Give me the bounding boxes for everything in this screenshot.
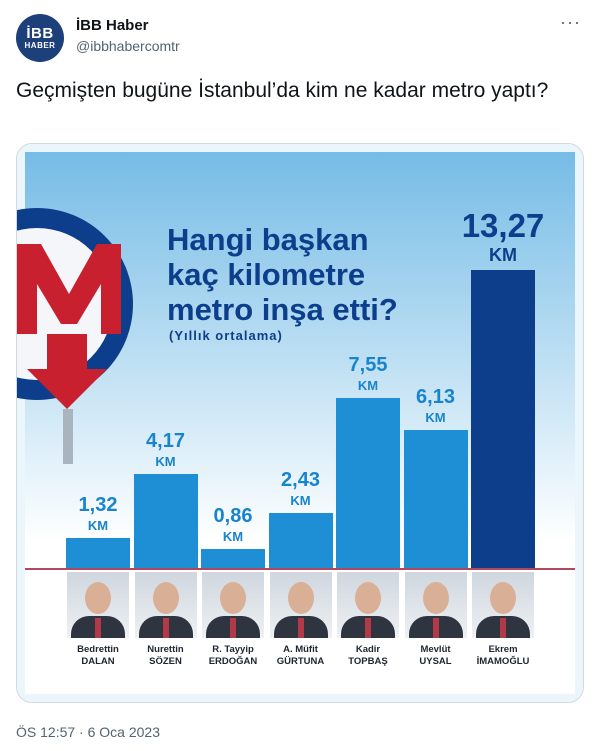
bar-1 bbox=[66, 538, 130, 568]
avatar[interactable]: İBB HABER bbox=[16, 14, 64, 62]
bar-7 bbox=[471, 270, 535, 568]
mayor-name-label-5: Kadir TOPBAŞ bbox=[333, 644, 403, 668]
mayor-last-name: UYSAL bbox=[419, 656, 452, 667]
account-handle[interactable]: @ibbhabercomtr bbox=[76, 38, 180, 54]
account-name[interactable]: İBB Haber bbox=[76, 17, 149, 34]
portrait-tie-shape bbox=[95, 618, 101, 638]
portrait-tie-shape bbox=[297, 618, 304, 638]
bar-2 bbox=[133, 474, 198, 568]
portrait-head-shape bbox=[220, 582, 246, 614]
avatar-logo-text: İBB bbox=[26, 24, 54, 42]
tweet-media[interactable]: Hangi başkan kaç kilometre metro inşa et… bbox=[16, 143, 584, 703]
portrait-head-shape bbox=[287, 582, 314, 614]
bar-4 bbox=[268, 513, 333, 568]
portrait-head-shape bbox=[490, 582, 516, 614]
portrait-tie-shape bbox=[365, 618, 371, 638]
title-line-2: kaç kilometre bbox=[167, 257, 366, 292]
bar-3 bbox=[201, 548, 265, 568]
infographic-title: Hangi başkan kaç kilometre metro inşa et… bbox=[167, 222, 398, 327]
mayor-name-label-7: Ekrem İMAMOĞLU bbox=[468, 644, 538, 668]
bar-value-label-7: 13,27 bbox=[461, 207, 545, 244]
mayor-last-name: ERDOĞAN bbox=[208, 656, 258, 667]
bar-unit-label-6: KM bbox=[425, 410, 446, 426]
mayor-last-name: DALAN bbox=[81, 656, 115, 667]
mayor-name-label-4: A. Müfit GÜRTUNA bbox=[266, 644, 336, 668]
bar-unit-label-7: KM bbox=[489, 245, 517, 265]
bar-value-label-2: 4,17 bbox=[146, 430, 185, 453]
title-line-1: Hangi başkan bbox=[167, 222, 369, 257]
mayor-first-name: Ekrem bbox=[488, 644, 518, 655]
portrait-head-shape bbox=[355, 582, 381, 614]
bar-unit-label-5: KM bbox=[357, 378, 379, 394]
bar-6 bbox=[403, 430, 468, 568]
mayor-name-label-2: Nurettin SÖZEN bbox=[131, 644, 201, 668]
bar-unit-label-1: KM bbox=[87, 518, 109, 534]
mayor-last-name: GÜRTUNA bbox=[276, 656, 325, 667]
mayor-photo-2 bbox=[134, 572, 197, 638]
mayor-name-label-1: Bedrettin DALAN bbox=[63, 644, 133, 668]
mayor-first-name: Mevlüt bbox=[420, 644, 451, 655]
title-line-3: metro inşa etti? bbox=[167, 292, 398, 327]
mayor-last-name: SÖZEN bbox=[149, 656, 182, 667]
mayor-first-name: Nurettin bbox=[147, 644, 184, 655]
mayor-first-name: Kadir bbox=[355, 644, 381, 655]
portrait-tie-shape bbox=[500, 618, 506, 638]
mayor-photo-7 bbox=[472, 572, 534, 638]
mayor-photo-4 bbox=[269, 572, 332, 638]
mayor-photo-6 bbox=[404, 572, 467, 638]
bar-unit-label-2: KM bbox=[155, 454, 176, 470]
bar-value-label-6: 6,13 bbox=[416, 386, 455, 409]
bar-value-label-4: 2,43 bbox=[281, 469, 320, 492]
mayor-photo-1 bbox=[67, 572, 129, 638]
more-options-icon[interactable]: ··· bbox=[560, 12, 581, 32]
portrait-head-shape bbox=[152, 582, 179, 614]
tweet-timestamp[interactable]: ÖS 12:57 · 6 Oca 2023 bbox=[16, 724, 160, 740]
mayor-first-name: R. Tayyip bbox=[212, 644, 254, 655]
chart-baseline bbox=[25, 568, 575, 570]
bar-5 bbox=[336, 398, 400, 568]
mayor-photo-3 bbox=[202, 572, 264, 638]
mayor-first-name: A. Müfit bbox=[283, 644, 318, 655]
tweet-text: Geçmişten bugüne İstanbul’da kim ne kada… bbox=[16, 79, 549, 102]
bar-unit-label-3: KM bbox=[222, 528, 244, 544]
portrait-head-shape bbox=[85, 582, 111, 614]
portrait-tie-shape bbox=[162, 618, 169, 638]
portrait-head-shape bbox=[422, 582, 449, 614]
infographic-subtitle: (Yıllık ortalama) bbox=[169, 328, 283, 343]
bar-value-label-1: 1,32 bbox=[78, 494, 118, 517]
bar-value-label-3: 0,86 bbox=[213, 504, 253, 527]
infographic: Hangi başkan kaç kilometre metro inşa et… bbox=[17, 144, 583, 702]
mayor-name-label-3: R. Tayyip ERDOĞAN bbox=[198, 644, 268, 668]
mayor-name-label-6: Mevlüt UYSAL bbox=[401, 644, 471, 668]
avatar-logo-subtext: HABER bbox=[24, 40, 56, 50]
bar-unit-label-4: KM bbox=[290, 493, 311, 509]
bar-value-label-5: 7,55 bbox=[348, 354, 388, 377]
mayor-last-name: İMAMOĞLU bbox=[476, 656, 530, 667]
portrait-tie-shape bbox=[230, 618, 236, 638]
mayor-first-name: Bedrettin bbox=[77, 644, 119, 655]
tweet-header: İBB HABER İBB Haber @ibbhabercomtr ··· bbox=[0, 0, 597, 70]
metro-m-logo-icon bbox=[17, 208, 133, 464]
mayor-last-name: TOPBAŞ bbox=[348, 656, 388, 667]
mayor-photo-5 bbox=[337, 572, 399, 638]
portrait-tie-shape bbox=[432, 618, 439, 638]
